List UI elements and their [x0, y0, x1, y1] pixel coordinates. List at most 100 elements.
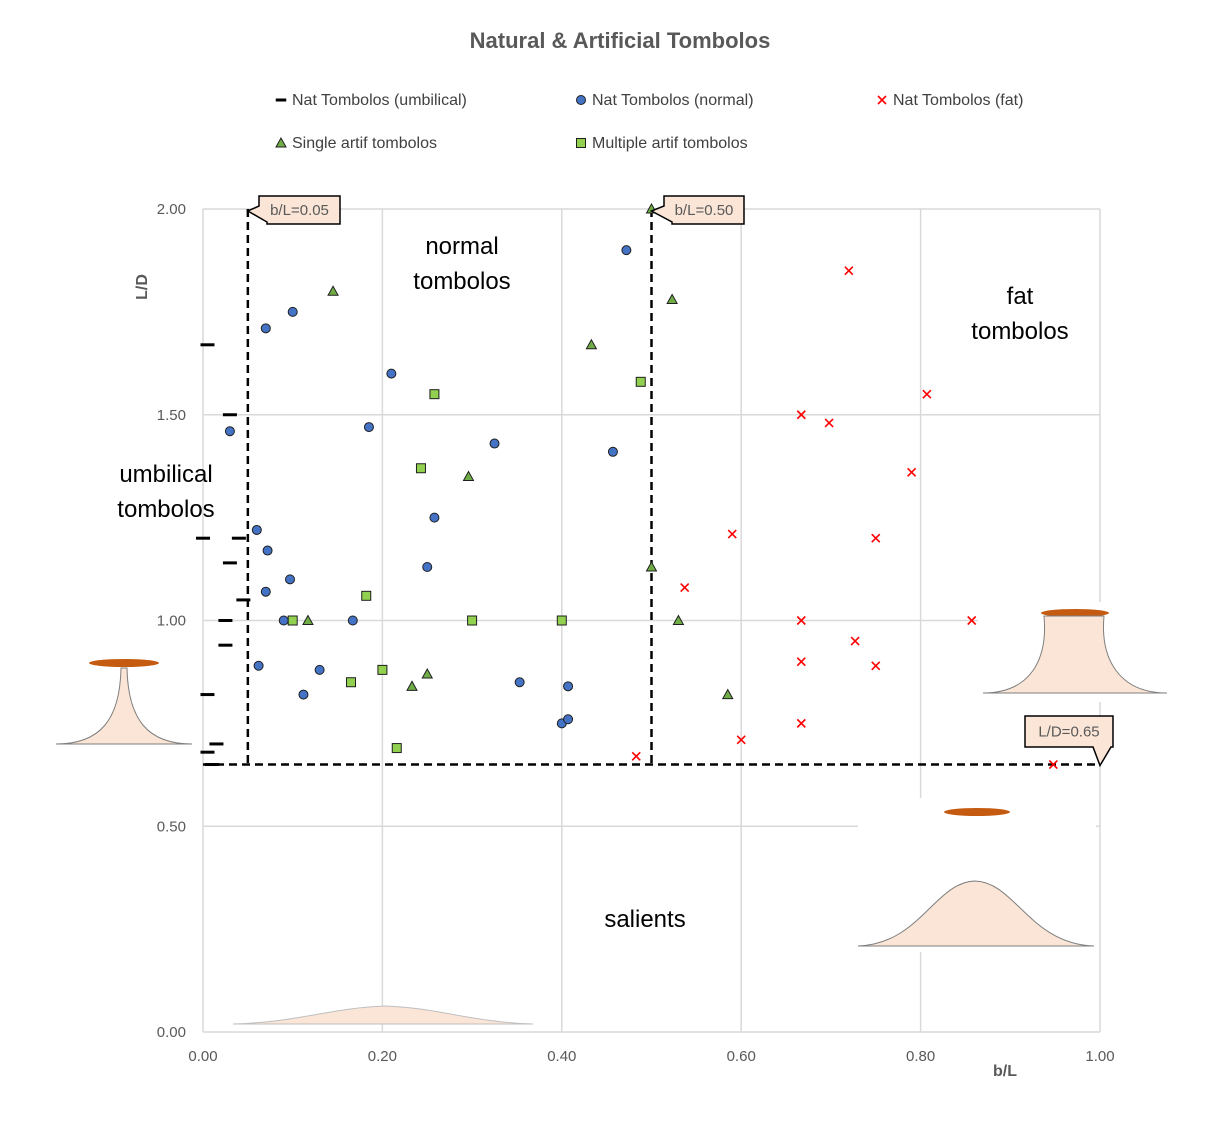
- data-point: [967, 615, 977, 626]
- data-point: [421, 667, 434, 679]
- data-point: [302, 614, 314, 625]
- data-point: [285, 574, 296, 585]
- data-point: [796, 657, 806, 667]
- data-point: [224, 426, 235, 437]
- data-point: [796, 718, 806, 728]
- data-point: [422, 562, 433, 573]
- data-point: [850, 636, 860, 646]
- y-tick-label: 2.00: [157, 201, 186, 218]
- threshold-lines: [203, 209, 1100, 766]
- salient-sketch-island: [944, 808, 1010, 816]
- x-tick-label: 0.60: [727, 1048, 756, 1065]
- region-labels: normal tombolos fat tombolos umbilical tombol…: [117, 233, 1068, 933]
- y-tick-label: 0.50: [157, 818, 186, 835]
- data-point: [251, 524, 262, 535]
- x-tick-label: 0.00: [188, 1048, 217, 1065]
- data-point: [327, 285, 339, 296]
- callout-box: [1024, 715, 1114, 768]
- data-point: [796, 410, 806, 420]
- data-point: [287, 615, 298, 626]
- fat-sketch: [982, 615, 1168, 694]
- data-point: [386, 368, 397, 379]
- callout-label: b/L=0.05: [270, 202, 329, 219]
- data-point: [796, 615, 806, 626]
- legend-label: Multiple artif tombolos: [592, 135, 748, 152]
- data-point: [262, 545, 273, 556]
- data-point: [363, 422, 374, 433]
- data-point: [429, 389, 440, 400]
- data-point: [844, 266, 854, 276]
- data-point: [680, 583, 690, 593]
- callout-label: b/L=0.50: [675, 202, 734, 219]
- data-point: [514, 677, 525, 688]
- data-point: [607, 446, 618, 457]
- legend-marker: [576, 95, 586, 105]
- region-label: fat: [1007, 283, 1034, 310]
- fat-sketch-island: [1041, 609, 1109, 617]
- data-point: [361, 590, 372, 601]
- data-point: [631, 751, 641, 761]
- data-point: [871, 661, 881, 671]
- data-point: [287, 306, 298, 317]
- umbilical-sketch-island: [89, 659, 159, 667]
- y-tick-label: 1.50: [157, 407, 186, 424]
- data-point: [391, 743, 402, 754]
- legend: Nat Tombolos (umbilical) Nat Tombolos (no…: [275, 92, 1023, 152]
- data-point: [347, 615, 358, 626]
- data-point: [260, 586, 271, 597]
- legend-marker: [576, 138, 586, 148]
- salient-sketch-small: [232, 1005, 534, 1025]
- data-point: [672, 614, 685, 625]
- data-point: [253, 660, 264, 671]
- data-point: [278, 615, 289, 626]
- data-point: [462, 470, 475, 481]
- data-point: [563, 681, 574, 692]
- data-points: [196, 202, 1058, 770]
- data-point: [922, 389, 932, 399]
- data-point: [415, 463, 426, 474]
- region-label: tombolos: [971, 318, 1068, 345]
- data-point: [645, 560, 658, 572]
- data-point: [727, 529, 737, 539]
- x-tick-label: 0.40: [547, 1048, 576, 1065]
- data-point: [563, 714, 574, 725]
- data-point: [1048, 759, 1058, 770]
- data-point: [721, 688, 734, 700]
- legend-label: Nat Tombolos (umbilical): [292, 92, 467, 109]
- legend-marker: [275, 136, 287, 148]
- data-point: [585, 338, 598, 350]
- region-label: umbilical: [119, 461, 212, 488]
- salient-sketch: [857, 880, 1095, 947]
- legend-label: Nat Tombolos (normal): [592, 92, 754, 109]
- region-label: tombolos: [413, 268, 510, 295]
- data-point: [666, 293, 678, 305]
- callout-box: [246, 195, 341, 225]
- data-point: [260, 323, 271, 334]
- data-point: [298, 689, 309, 700]
- data-point: [377, 664, 388, 675]
- data-point: [635, 376, 646, 387]
- umbilical-sketch: [55, 667, 193, 745]
- x-tick-label: 1.00: [1085, 1048, 1114, 1065]
- region-label: salients: [604, 906, 685, 933]
- legend-label: Single artif tombolos: [292, 135, 437, 152]
- data-point: [824, 418, 834, 428]
- y-axis-title: L/D: [134, 274, 151, 300]
- data-point: [871, 533, 881, 543]
- chart-title: Natural & Artificial Tombolos: [470, 28, 771, 53]
- data-point: [907, 467, 917, 477]
- data-point: [556, 615, 567, 626]
- threshold-callouts: b/L=0.05 b/L=0.50 L/D=0.65: [246, 195, 1114, 768]
- y-tick-label: 1.00: [157, 613, 186, 630]
- region-label: normal: [425, 233, 498, 260]
- tick-labels: 0.00 0.20 0.40 0.60 0.80 1.00 0.00 0.50 1.00 1.50…: [157, 201, 1115, 1065]
- data-point: [406, 680, 418, 691]
- x-tick-label: 0.80: [906, 1048, 935, 1065]
- data-point: [346, 677, 357, 688]
- data-point: [736, 735, 746, 745]
- region-label: tombolos: [117, 496, 214, 523]
- data-point: [489, 438, 500, 449]
- callout-box: [649, 195, 745, 225]
- y-tick-label: 0.00: [157, 1024, 186, 1041]
